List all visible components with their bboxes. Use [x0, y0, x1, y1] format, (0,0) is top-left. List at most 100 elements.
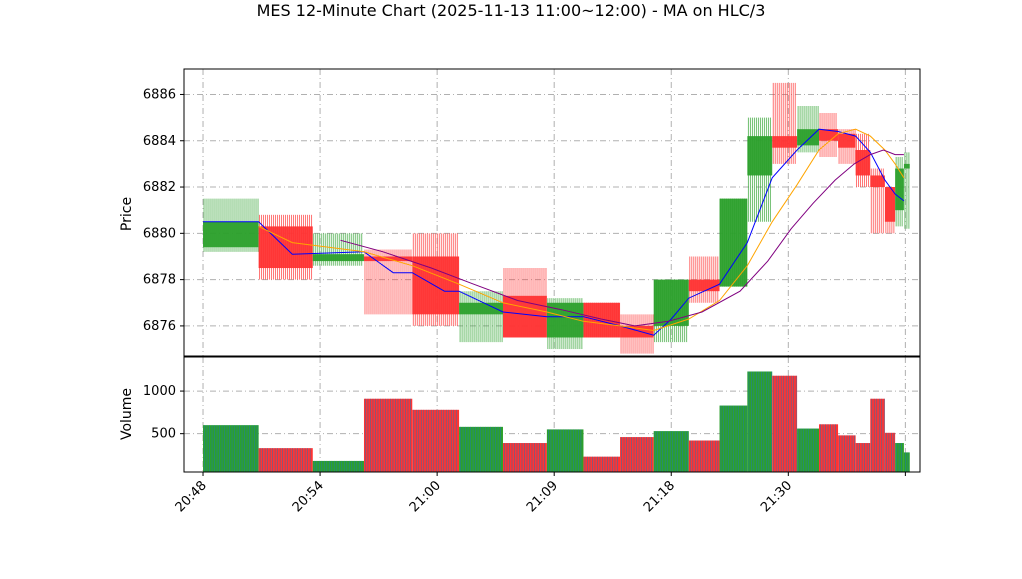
- candle-body: [203, 221, 259, 248]
- ma-mid-line: [258, 128, 905, 332]
- candle-body: [747, 136, 773, 176]
- candle-body: [884, 187, 896, 222]
- volume-bar: [312, 460, 364, 472]
- candle: [203, 198, 259, 252]
- volume-panel: 500 1000 Volume 20:48 20:54 21:00 21:09 21:18…: [119, 356, 921, 515]
- volume-bar: [884, 432, 896, 472]
- candle-body: [312, 254, 364, 262]
- candle: [459, 291, 503, 343]
- candle-body: [719, 198, 748, 287]
- volume-bar: [203, 425, 259, 472]
- candle: [747, 117, 773, 222]
- volume-bar-fill: [412, 409, 460, 472]
- volume-bar-fill: [653, 431, 689, 472]
- volume-bar: [688, 440, 720, 472]
- candle: [412, 233, 460, 326]
- x-axis-ticks: 20:48 20:54 21:00 21:09 21:18 21:30: [173, 472, 906, 515]
- candle: [719, 198, 748, 287]
- candle-body: [819, 129, 839, 141]
- volume-bar-fill: [203, 425, 259, 472]
- volume-y-axis-label: Volume: [119, 388, 135, 440]
- candle: [855, 133, 871, 188]
- candle-body: [412, 256, 460, 315]
- x-tick-label: 21:00: [407, 478, 444, 515]
- volume-y-tick-label: 1000: [143, 384, 176, 399]
- candle-body: [688, 279, 720, 292]
- volume-bar: [502, 443, 547, 472]
- volume-bar: [870, 398, 885, 472]
- volume-bar: [583, 456, 621, 472]
- volume-bar-fill: [884, 432, 896, 472]
- price-y-axis-label: Price: [119, 197, 135, 231]
- price-plot-frame: [183, 68, 921, 357]
- candle: [583, 302, 621, 338]
- candle-body: [583, 302, 621, 338]
- volume-bar: [855, 443, 871, 472]
- volume-bar-fill: [855, 443, 871, 472]
- volume-bar-fill: [258, 448, 313, 472]
- ma-slow-line: [340, 149, 904, 327]
- candle: [502, 268, 547, 338]
- volume-bar-fill: [546, 429, 584, 472]
- x-tick-label: 20:54: [290, 478, 327, 515]
- x-tick-label: 21:30: [758, 478, 795, 515]
- candle-body: [870, 175, 885, 188]
- price-panel: 6876 6878 6880 6882 6884 6886 Price: [119, 68, 921, 357]
- volume-bar-fill: [895, 443, 904, 472]
- price-y-tick-label: 6884: [143, 134, 176, 149]
- volume-bar: [819, 424, 839, 472]
- volume-bar: [258, 448, 313, 472]
- volume-y-ticks: 500 1000: [143, 384, 184, 442]
- price-y-tick-label: 6878: [143, 273, 176, 288]
- volume-bar: [719, 405, 748, 472]
- candle: [653, 279, 689, 343]
- volume-bar: [903, 452, 910, 472]
- candle-body: [797, 129, 820, 146]
- candle: [884, 187, 896, 234]
- volume-bar: [797, 428, 820, 472]
- price-y-tick-label: 6886: [143, 87, 176, 102]
- candle: [895, 156, 904, 227]
- volume-y-tick-label: 500: [151, 427, 176, 442]
- candle: [903, 152, 910, 229]
- x-tick-label: 21:09: [524, 478, 561, 515]
- price-y-tick-label: 6876: [143, 319, 176, 334]
- volume-bar: [895, 443, 904, 472]
- candle-body: [903, 163, 910, 169]
- volume-bar-fill: [903, 452, 910, 472]
- volume-bar-fill: [688, 440, 720, 472]
- volume-bar: [838, 435, 856, 472]
- volume-bar: [459, 426, 503, 472]
- volume-bar: [772, 375, 798, 472]
- chart-title: MES 12-Minute Chart (2025-11-13 11:00~12…: [257, 1, 766, 20]
- x-tick-label: 21:18: [641, 478, 678, 515]
- price-candles: [203, 82, 910, 354]
- candle-body: [838, 133, 856, 148]
- volume-bars: [203, 371, 910, 472]
- candle-body: [772, 136, 798, 148]
- volume-bar-fill: [870, 398, 885, 472]
- candle-body: [895, 168, 904, 211]
- volume-bar: [363, 398, 413, 472]
- volume-bar: [653, 431, 689, 472]
- candle: [797, 106, 820, 153]
- volume-bar: [546, 429, 584, 472]
- volume-bar: [620, 437, 654, 472]
- volume-bar-fill: [312, 460, 364, 472]
- candle-body: [502, 295, 547, 338]
- candle: [546, 298, 584, 350]
- candle: [688, 256, 720, 303]
- x-tick-label: 20:48: [173, 478, 210, 515]
- candle: [838, 129, 856, 164]
- candle: [819, 112, 839, 157]
- candle-body: [459, 302, 503, 315]
- moving-average-lines: [203, 128, 905, 336]
- volume-bar: [412, 409, 460, 472]
- candle-body: [855, 150, 871, 176]
- volume-bar: [747, 371, 773, 472]
- volume-plot-frame: [183, 356, 921, 473]
- candle: [258, 214, 313, 280]
- candle: [870, 168, 885, 234]
